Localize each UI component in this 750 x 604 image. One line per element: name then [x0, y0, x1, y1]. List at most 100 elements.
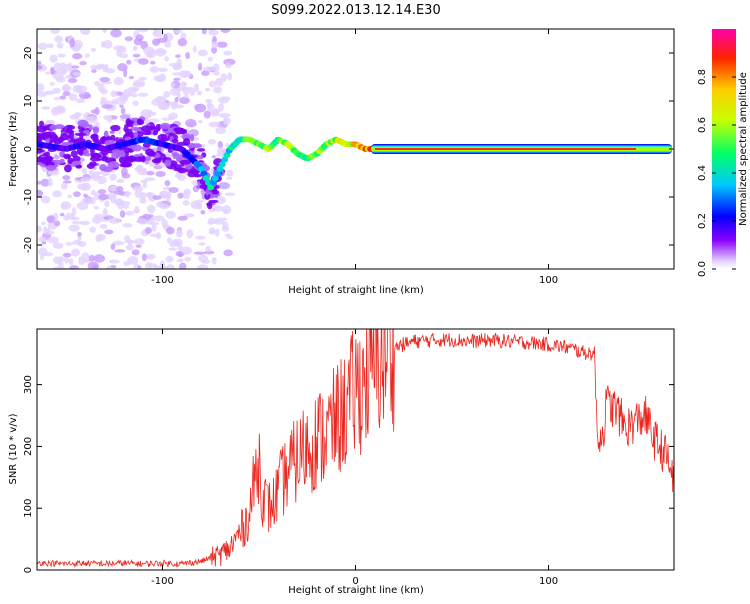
noise-blob: [155, 232, 162, 240]
x-tick-label: -100: [151, 576, 174, 587]
noise-blob: [184, 256, 192, 262]
band-blob: [187, 171, 196, 178]
noise-blob: [37, 60, 42, 65]
noise-blob: [211, 40, 218, 49]
noise-blob: [207, 104, 212, 112]
noise-blob: [53, 154, 60, 160]
noise-blob: [75, 98, 86, 104]
noise-blob: [48, 177, 53, 187]
band-blob: [172, 153, 178, 159]
noise-blob: [198, 119, 203, 124]
noise-blob: [144, 177, 156, 182]
noise-blob: [68, 93, 78, 101]
noise-blob: [92, 264, 100, 269]
noise-blob: [106, 192, 117, 201]
noise-blob: [217, 103, 224, 112]
noise-blob: [89, 226, 96, 233]
noise-blob: [198, 242, 206, 246]
noise-blob: [189, 88, 196, 96]
noise-blob: [52, 71, 64, 80]
colorbar: 0.0 0.2 0.4 0.6 0.8 Normalized spectral ampl…: [697, 29, 749, 277]
noise-blob: [188, 129, 199, 137]
noise-blob: [72, 71, 81, 76]
noise-blob: [152, 38, 161, 46]
noise-blob: [178, 252, 184, 258]
noise-blob: [197, 264, 209, 269]
noise-blob: [97, 233, 106, 241]
ridge-band-core: [374, 148, 637, 150]
noise-blob: [223, 50, 232, 56]
noise-blob: [168, 186, 179, 194]
noise-blob: [177, 192, 184, 199]
spectrogram-ylabel: Frequency (Hz): [8, 111, 19, 187]
band-blob: [63, 153, 72, 160]
band-blob: [92, 137, 99, 142]
noise-blob: [132, 82, 145, 88]
noise-blob: [90, 109, 98, 114]
band-blob: [194, 174, 202, 178]
noise-blob: [79, 61, 87, 66]
noise-blob: [218, 113, 231, 119]
noise-blob: [208, 121, 221, 128]
band-blob: [205, 188, 210, 196]
band-blob: [64, 164, 72, 173]
noise-blob: [135, 34, 144, 42]
noise-blob: [100, 40, 106, 48]
noise-blob: [176, 258, 184, 263]
x-tick-label: -100: [151, 275, 174, 286]
noise-blob: [207, 221, 215, 225]
band-blob: [119, 163, 131, 168]
noise-blob: [164, 180, 171, 187]
noise-blob: [86, 115, 98, 124]
noise-blob: [183, 94, 189, 99]
noise-blob: [164, 56, 170, 62]
noise-blob: [192, 45, 197, 53]
noise-blob: [104, 229, 114, 235]
noise-blob: [64, 256, 70, 264]
noise-blob: [152, 215, 165, 222]
noise-blob: [71, 206, 77, 216]
noise-blob: [146, 192, 154, 200]
noise-blob: [77, 231, 82, 237]
band-blob: [151, 158, 160, 163]
noise-blob: [113, 76, 124, 86]
band-blob: [157, 133, 168, 141]
noise-blob: [72, 53, 83, 60]
noise-blob: [171, 239, 180, 247]
colorbar-tick-label: 0.4: [697, 165, 708, 181]
noise-blob: [98, 189, 107, 195]
noise-blob: [47, 236, 59, 244]
noise-blob: [211, 257, 217, 265]
noise-blob: [127, 255, 139, 265]
noise-blob: [102, 29, 107, 34]
noise-blob: [110, 264, 117, 269]
band-blob: [109, 130, 115, 134]
noise-blob: [126, 59, 132, 65]
noise-blob: [121, 167, 128, 177]
noise-blob: [62, 91, 71, 97]
spectrogram-xlabel: Height of straight line (km): [288, 285, 424, 296]
noise-blob: [155, 95, 167, 103]
band-blob: [110, 124, 121, 132]
noise-blob: [207, 56, 214, 62]
band-blob: [51, 133, 58, 141]
noise-blob: [213, 86, 223, 94]
noise-blob: [152, 195, 162, 200]
noise-blob: [140, 179, 148, 184]
noise-blob: [190, 200, 200, 209]
noise-blob: [80, 177, 92, 182]
noise-blob: [164, 40, 172, 48]
noise-blob: [52, 242, 64, 249]
noise-blob: [165, 210, 176, 219]
noise-blob: [108, 185, 120, 192]
noise-blob: [220, 29, 231, 33]
noise-blob: [179, 96, 190, 105]
noise-blob: [223, 249, 233, 257]
band-blob: [66, 125, 73, 132]
noise-blob: [90, 172, 100, 182]
band-blob: [174, 164, 182, 171]
y-tick-label: 200: [23, 437, 34, 456]
noise-blob: [207, 138, 217, 145]
noise-blob: [81, 167, 88, 175]
